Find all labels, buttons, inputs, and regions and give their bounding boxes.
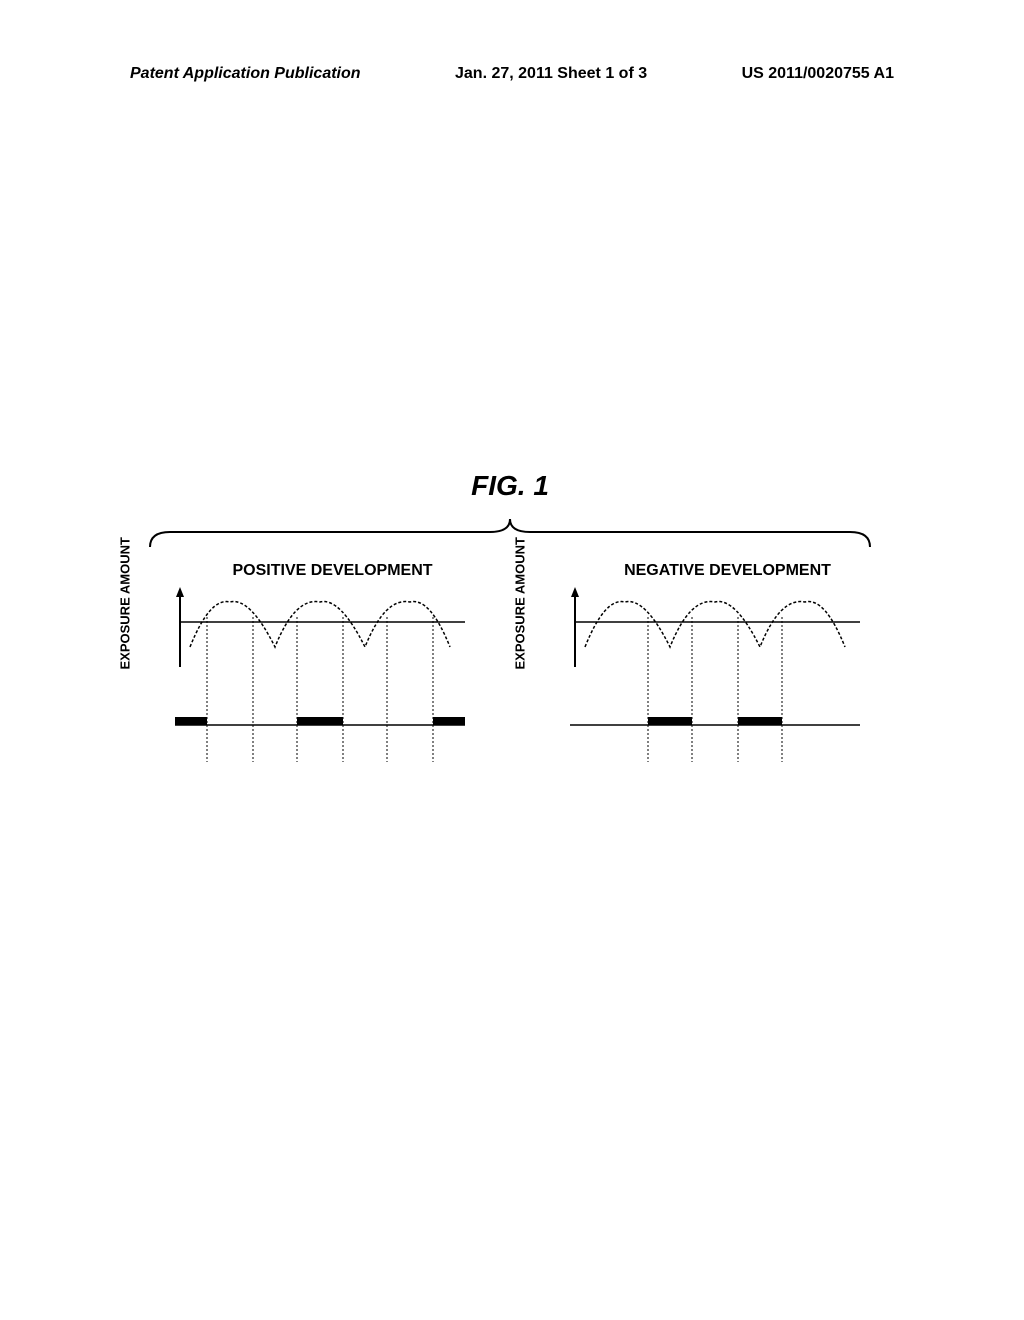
- header-publication: Patent Application Publication: [130, 65, 361, 83]
- page-header: Patent Application Publication Jan. 27, …: [0, 65, 1024, 83]
- figure-container: FIG. 1 POSITIVE DEVELOPMENT EXPOSURE AMO…: [130, 470, 890, 802]
- bracket-svg: [130, 517, 890, 552]
- panel-left-y-label: EXPOSURE AMOUNT: [118, 537, 133, 669]
- panel-right-y-label: EXPOSURE AMOUNT: [513, 537, 528, 669]
- panel-left: POSITIVE DEVELOPMENT EXPOSURE AMOUNT: [130, 562, 495, 802]
- header-publication-number: US 2011/0020755 A1: [742, 65, 894, 83]
- panel-right: NEGATIVE DEVELOPMENT EXPOSURE AMOUNT: [525, 562, 890, 802]
- panel-left-svg: [175, 587, 465, 767]
- figure-title: FIG. 1: [130, 470, 890, 502]
- panel-left-title: POSITIVE DEVELOPMENT: [170, 562, 495, 580]
- bracket: [130, 517, 890, 552]
- panel-left-chart: [175, 587, 465, 767]
- panel-right-title: NEGATIVE DEVELOPMENT: [565, 562, 890, 580]
- panel-right-chart: [570, 587, 860, 767]
- header-date-sheet: Jan. 27, 2011 Sheet 1 of 3: [455, 65, 647, 83]
- panels-container: POSITIVE DEVELOPMENT EXPOSURE AMOUNT: [130, 562, 890, 802]
- panel-right-svg: [570, 587, 860, 767]
